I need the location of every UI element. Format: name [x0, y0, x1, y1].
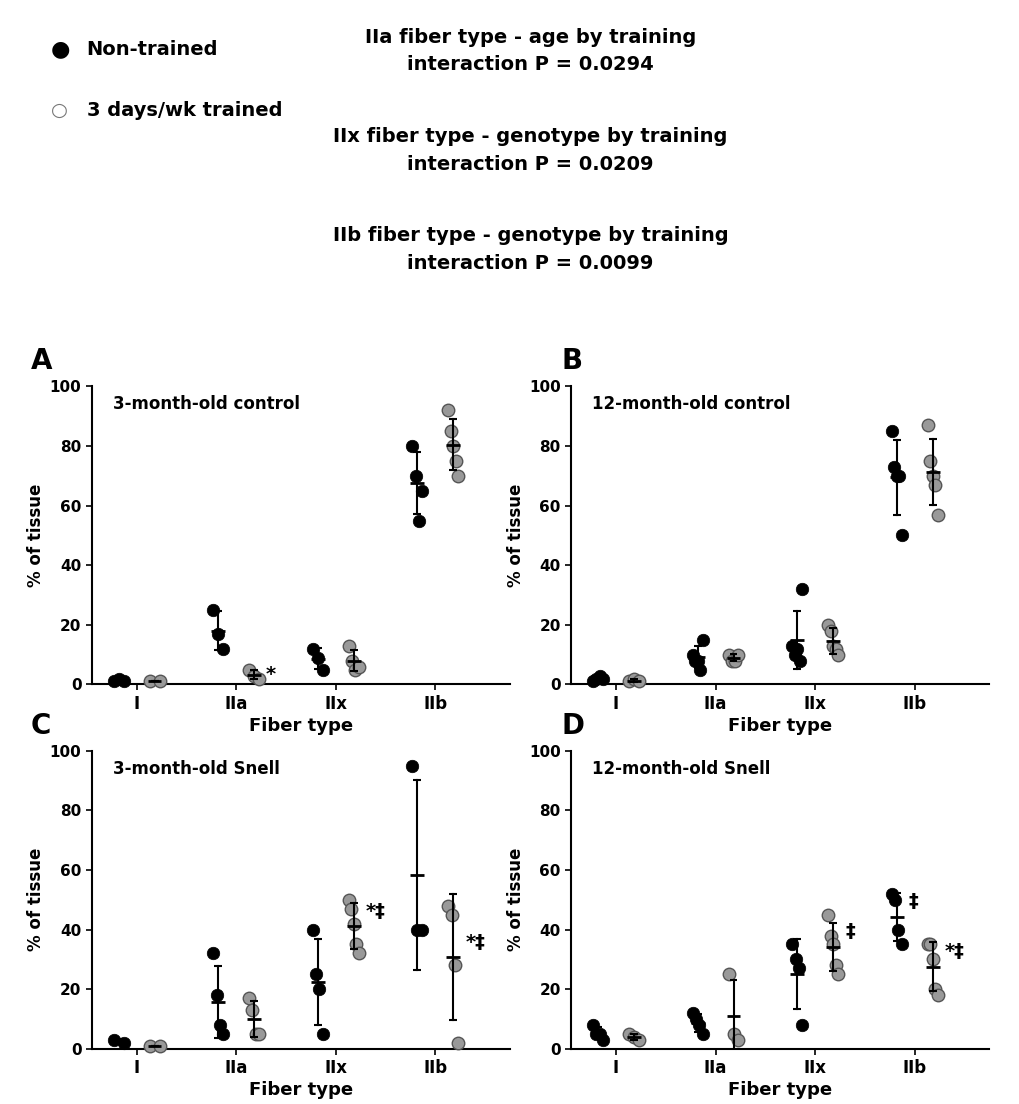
Text: *‡: *‡: [465, 933, 485, 952]
Y-axis label: % of tissue: % of tissue: [28, 484, 46, 587]
X-axis label: Fiber type: Fiber type: [728, 1082, 832, 1100]
Text: interaction P = 0.0099: interaction P = 0.0099: [407, 254, 653, 273]
Y-axis label: % of tissue: % of tissue: [506, 484, 525, 587]
Text: ●: ●: [51, 40, 70, 60]
Y-axis label: % of tissue: % of tissue: [28, 848, 46, 952]
Text: Non-trained: Non-trained: [87, 40, 218, 60]
X-axis label: Fiber type: Fiber type: [249, 718, 353, 735]
Text: ‡: ‡: [844, 923, 854, 942]
X-axis label: Fiber type: Fiber type: [249, 1082, 353, 1100]
Text: C: C: [31, 712, 51, 740]
Text: 3-month-old control: 3-month-old control: [112, 395, 300, 413]
Text: ○: ○: [51, 100, 68, 120]
Text: 3 days/wk trained: 3 days/wk trained: [87, 100, 282, 120]
Text: *‡: *‡: [944, 942, 964, 962]
Text: 3-month-old Snell: 3-month-old Snell: [112, 760, 279, 777]
Text: IIa fiber type - age by training: IIa fiber type - age by training: [365, 28, 695, 46]
Text: ‡: ‡: [908, 892, 917, 912]
Text: 12-month-old control: 12-month-old control: [592, 395, 790, 413]
Y-axis label: % of tissue: % of tissue: [506, 848, 525, 952]
Text: IIx fiber type - genotype by training: IIx fiber type - genotype by training: [333, 127, 727, 146]
Text: *‡: *‡: [365, 902, 385, 921]
Text: B: B: [560, 348, 582, 375]
Text: A: A: [31, 348, 52, 375]
Text: interaction P = 0.0294: interaction P = 0.0294: [407, 55, 653, 74]
Text: 12-month-old Snell: 12-month-old Snell: [592, 760, 769, 777]
Text: interaction P = 0.0209: interaction P = 0.0209: [407, 155, 653, 173]
Text: IIb fiber type - genotype by training: IIb fiber type - genotype by training: [332, 226, 728, 245]
Text: *: *: [266, 665, 276, 684]
X-axis label: Fiber type: Fiber type: [728, 718, 832, 735]
Text: D: D: [560, 712, 584, 740]
